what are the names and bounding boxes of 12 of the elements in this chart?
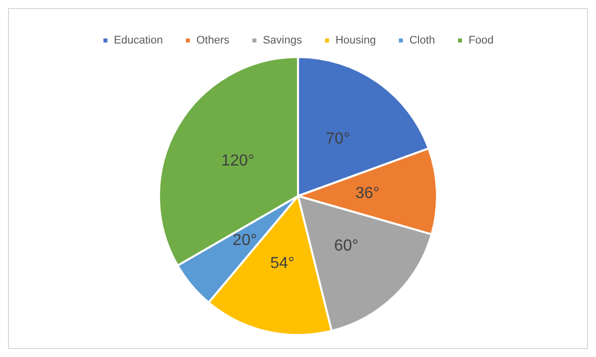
data-label: 54° xyxy=(270,255,294,272)
legend-label: Education xyxy=(114,34,163,47)
legend-label: Others xyxy=(196,34,230,47)
legend-label: Food xyxy=(468,34,494,47)
data-label: 70° xyxy=(326,130,350,148)
data-label: 120° xyxy=(221,152,254,170)
legend-label: Savings xyxy=(262,34,302,47)
legend-label: Cloth xyxy=(409,34,436,47)
data-label: 20° xyxy=(232,232,257,250)
legend-label: Housing xyxy=(335,34,376,47)
data-label: 60° xyxy=(334,237,358,254)
data-label: 36° xyxy=(355,184,380,202)
